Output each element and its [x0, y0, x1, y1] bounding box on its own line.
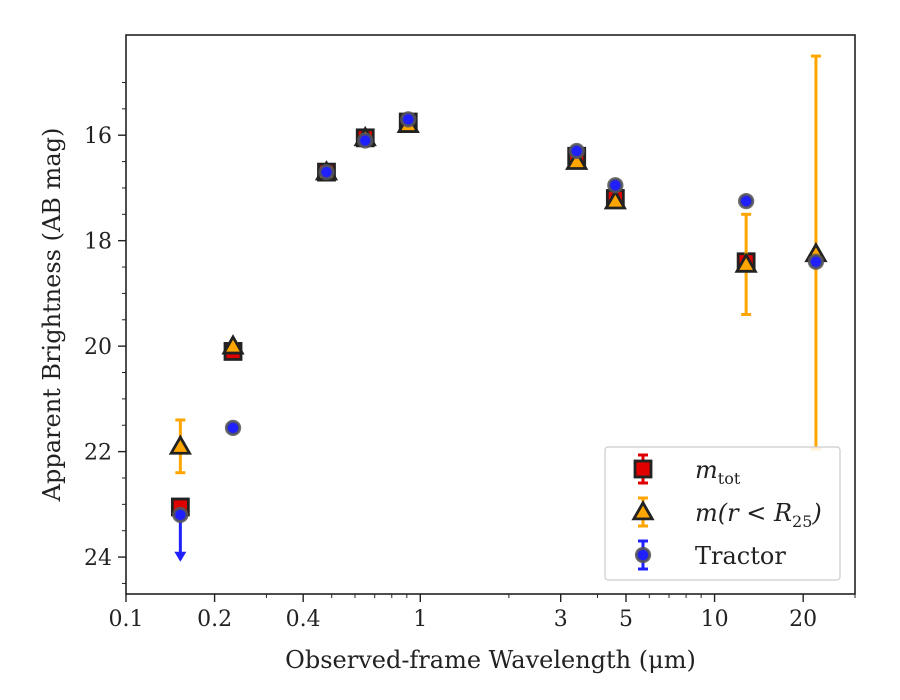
y-tick-label: 22 — [84, 441, 112, 466]
legend-marker-triangle — [631, 499, 655, 521]
y-tick-label: 18 — [84, 230, 112, 255]
x-tick-label: 10 — [701, 607, 729, 632]
y-tick-label: 20 — [84, 335, 112, 360]
data-point-circle — [807, 253, 825, 270]
legend-marker-circle — [634, 546, 652, 564]
data-point-triangle — [734, 252, 758, 273]
x-tick-label: 0.1 — [109, 607, 144, 632]
legend-box — [604, 446, 841, 581]
x-tick-label: 20 — [789, 607, 817, 632]
data-point-circle — [400, 111, 417, 128]
x-tick-label: 1 — [413, 607, 427, 632]
series-circle — [172, 111, 825, 562]
data-point-circle — [318, 163, 335, 181]
x-tick-label: 0.2 — [197, 607, 232, 632]
legend-entry: mtot — [633, 453, 741, 488]
data-point-circle — [357, 132, 374, 149]
data-point-circle — [172, 506, 189, 524]
legend-entry: m(r < R25) — [631, 496, 822, 531]
legend: mtot m(r < R25) Tractor — [604, 446, 841, 581]
x-tick-label: 5 — [619, 607, 633, 632]
data-point-triangle — [221, 334, 245, 355]
data-point-circle — [607, 177, 624, 194]
data-point-circle — [568, 142, 585, 160]
x-tick-label: 3 — [554, 607, 568, 632]
data-point-circle — [737, 192, 755, 210]
plot-frame — [125, 34, 856, 595]
legend-entry: Tractor — [634, 539, 786, 571]
series-triangle — [168, 54, 828, 475]
legend-marker-square — [633, 459, 653, 479]
upper-limit-arrowhead — [174, 551, 187, 562]
legend-label: Tractor — [695, 542, 786, 570]
data-point-triangle — [168, 434, 192, 455]
data-point-circle — [224, 419, 242, 437]
x-tick-label: 0.4 — [286, 607, 321, 632]
data-point-triangle — [603, 189, 627, 210]
y-tick-label: 24 — [84, 546, 112, 571]
legend-label: mtot — [695, 456, 741, 488]
x-axis-title: Observed-frame Wavelength (μm) — [285, 646, 696, 674]
legend-label: m(r < R25) — [695, 499, 822, 531]
y-tick-label: 16 — [84, 124, 112, 149]
data-point-triangle — [565, 149, 589, 170]
y-axis-title: Apparent Brightness (AB mag) — [38, 128, 66, 503]
